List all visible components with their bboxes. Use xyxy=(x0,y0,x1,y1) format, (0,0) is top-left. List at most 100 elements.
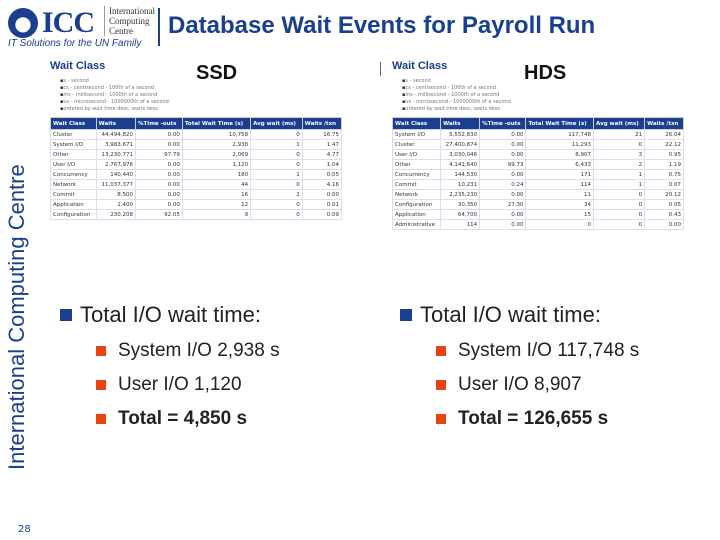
table-row: User I/O 3,030,046 0.00 8,907 3 0.95 xyxy=(391,149,684,160)
note-item: s - second xyxy=(60,78,340,85)
table-row: Commit 10,231 0.24 114 1 0.07 xyxy=(391,179,684,190)
table-cell: 1.47 xyxy=(301,139,343,150)
summary-item-text: User I/O 8,907 xyxy=(458,374,582,395)
table-cell: Concurrency xyxy=(391,169,442,180)
table-cell: User I/O xyxy=(50,159,97,170)
table-cell: System I/O xyxy=(50,139,97,150)
table-row: Application 64,700 0.00 15 0 0.43 xyxy=(391,209,684,220)
table-cell: 27,400,874 xyxy=(440,139,481,150)
note-item: ms - millisecond - 1000th of a second xyxy=(402,92,682,99)
table-cell: Other xyxy=(50,149,97,160)
table-row: Configuration 230,208 92.05 9 0 0.09 xyxy=(50,209,343,220)
note-item: s - second xyxy=(402,78,682,85)
table-cell: 2 xyxy=(593,159,646,170)
summary-item-text: System I/O 117,748 s xyxy=(458,340,640,361)
note-item: us - microsecond - 1000000th of a second xyxy=(60,99,340,106)
panel-label: HDS xyxy=(524,62,567,84)
table-cell: 0.95 xyxy=(644,149,684,160)
page-number: 28 xyxy=(18,524,31,535)
table-cell: 99.73 xyxy=(479,159,527,170)
summary-item: System I/O 117,748 s xyxy=(436,340,720,362)
table-cell: 2,069 xyxy=(181,149,252,160)
table-cell: 0 xyxy=(250,199,303,210)
table-cell: 20.12 xyxy=(644,189,684,200)
table-cell: 114 xyxy=(440,219,481,230)
table-cell: 92.05 xyxy=(135,209,183,220)
table-cell: 0.24 xyxy=(479,179,527,190)
hds-panel: Wait Class HDS s - secondcs - centisecon… xyxy=(391,60,684,246)
table-cell: 0.00 xyxy=(479,189,527,200)
square-bullet-icon xyxy=(96,414,106,424)
table-row: Administrative 114 0.00 0 0 0.00 xyxy=(391,219,684,230)
table-cell: 0 xyxy=(250,159,303,170)
table-cell: 10,231 xyxy=(440,179,481,190)
summary-item: User I/O 8,907 xyxy=(436,374,720,396)
table-cell: System I/O xyxy=(391,129,442,140)
wait-class-table: Wait Class Waits %Time -outs Total Wait Tim… xyxy=(50,117,343,220)
icc-logo: ICC xyxy=(42,6,95,39)
summary-item: System I/O 2,938 s xyxy=(96,340,380,362)
table-row: Commit 8,500 0.00 16 2 0.00 xyxy=(50,189,343,200)
table-cell: 64,700 xyxy=(440,209,481,220)
column-header: Total Wait Time (s) xyxy=(525,117,595,130)
logo-sub-line: Computing xyxy=(109,16,150,26)
table-cell: Network xyxy=(391,189,442,200)
table-cell: 13,230,771 xyxy=(95,149,137,160)
table-cell: 0.00 xyxy=(135,139,183,150)
table-cell: 27.30 xyxy=(479,199,527,210)
table-cell: 1 xyxy=(250,169,303,180)
table-cell: Network xyxy=(50,179,97,190)
table-cell: Application xyxy=(391,209,442,220)
table-cell: 30,350 xyxy=(440,199,481,210)
table-cell: Commit xyxy=(50,189,97,200)
table-cell: 0.07 xyxy=(644,179,684,190)
table-cell: 1 xyxy=(593,179,646,190)
table-cell: 16.75 xyxy=(301,129,343,140)
table-cell: 0 xyxy=(250,129,303,140)
table-cell: 0.00 xyxy=(135,159,183,170)
summary-item-text: User I/O 1,120 xyxy=(118,374,242,395)
panel-heading: Wait Class xyxy=(392,60,448,72)
note-item: us - microsecond - 1000000th of a second xyxy=(402,99,682,106)
table-cell: 0.00 xyxy=(479,209,527,220)
table-cell: 22.12 xyxy=(644,139,684,150)
table-cell: 44,494,820 xyxy=(95,129,137,140)
logo-sub-line: International xyxy=(109,6,155,16)
summary-heading-text: Total I/O wait time: xyxy=(80,302,261,327)
table-cell: 1 xyxy=(250,139,303,150)
summary-item: Total = 126,655 s xyxy=(436,408,720,430)
table-cell: 0 xyxy=(593,219,646,230)
table-cell: 3 xyxy=(593,149,646,160)
column-header: Waits xyxy=(95,117,137,130)
table-row: Concurrency 144,530 0.00 171 1 0.75 xyxy=(391,169,684,180)
square-bullet-icon xyxy=(400,309,412,321)
table-cell: 0 xyxy=(593,189,646,200)
table-cell: 21 xyxy=(593,129,646,140)
table-cell: Configuration xyxy=(50,209,97,220)
logo-sub-line: Centre xyxy=(109,26,133,36)
table-cell: 11,293 xyxy=(525,139,595,150)
table-cell: 1.19 xyxy=(644,159,684,170)
table-cell: 0 xyxy=(250,149,303,160)
table-cell: 0.00 xyxy=(479,219,527,230)
table-cell: 26.04 xyxy=(644,129,684,140)
table-cell: 8,907 xyxy=(525,149,595,160)
column-header: Waits /txn xyxy=(301,117,343,130)
table-cell: 97.79 xyxy=(135,149,183,160)
ssd-panel: Wait Class SSD s - secondcs - centisecon… xyxy=(50,60,343,246)
table-row: Other 13,230,771 97.79 2,069 0 4.77 xyxy=(50,149,343,160)
summary-item: User I/O 1,120 xyxy=(96,374,380,396)
table-cell: 11,037,377 xyxy=(95,179,137,190)
column-header: Total Wait Time (s) xyxy=(181,117,252,130)
column-header: %Time -outs xyxy=(135,117,183,130)
panel-heading: Wait Class xyxy=(50,60,106,72)
table-row: Network 2,235,230 0.00 11 0 20.12 xyxy=(391,189,684,200)
table-row: Configuration 30,350 27.30 34 0 0.05 xyxy=(391,199,684,210)
summary-heading-text: Total I/O wait time: xyxy=(420,302,601,327)
note-item: ordered by wait time desc, waits desc xyxy=(60,106,340,113)
table-cell: 3,030,046 xyxy=(440,149,481,160)
table-cell: 171 xyxy=(525,169,595,180)
hds-summary: Total I/O wait time: System I/O 117,748 … xyxy=(400,302,720,430)
square-bullet-icon xyxy=(436,380,446,390)
table-cell: 8,500 xyxy=(95,189,137,200)
